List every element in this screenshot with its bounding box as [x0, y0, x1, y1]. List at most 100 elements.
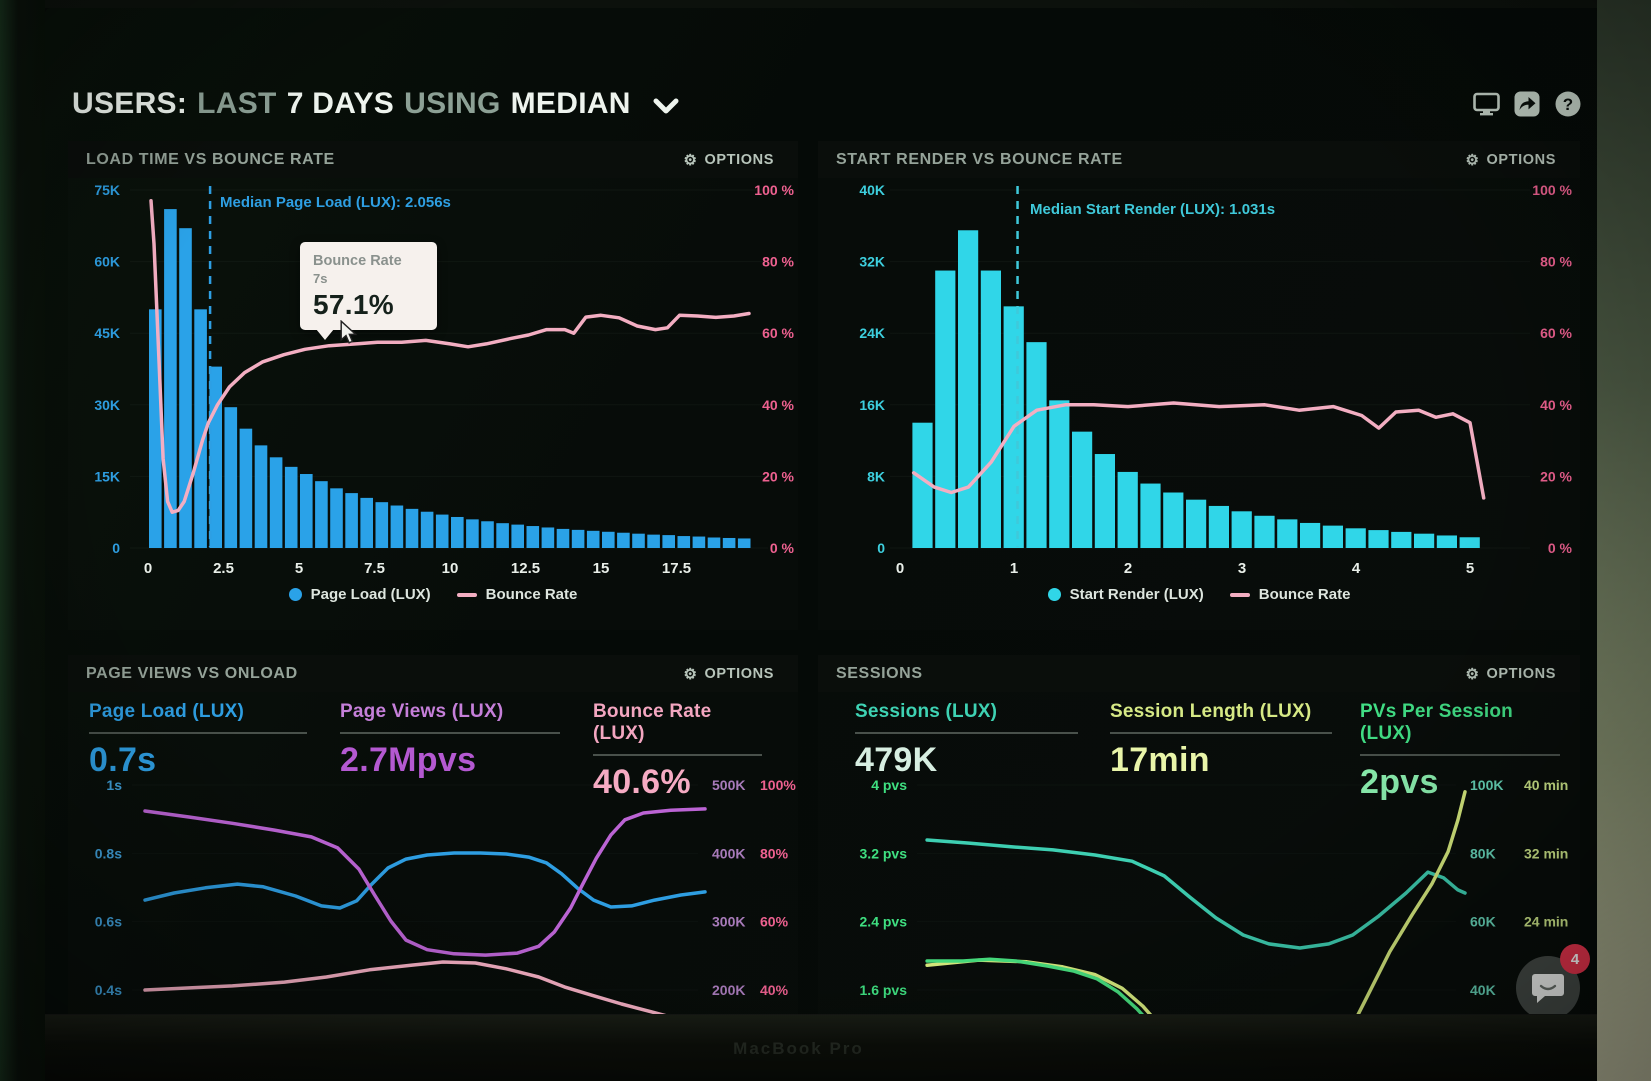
- histogram-bar: [451, 516, 464, 548]
- metric-value: 17min: [1110, 741, 1210, 779]
- dashboard-header: USERS: LAST 7 DAYS USING MEDIAN ?: [72, 80, 1582, 128]
- histogram-bar: [722, 537, 736, 548]
- histogram-bar: [980, 270, 1001, 548]
- y-axis-left-tick: 8K: [867, 468, 885, 484]
- histogram-bar: [707, 537, 721, 548]
- y-axis-left-tick: 32K: [859, 254, 885, 270]
- histogram-bar: [1277, 519, 1298, 548]
- tooltip-bin: 7s: [313, 271, 328, 286]
- legend-label: Bounce Rate: [485, 586, 578, 603]
- histogram-bar: [647, 534, 660, 548]
- load-time-chart[interactable]: 75K 100 % 60K 80 % 45K 60 % 30K 40 % 15K 20 % 0 0 %…: [68, 141, 798, 630]
- y-axis-right-tick: 40 %: [1540, 397, 1572, 413]
- histogram-bar: [586, 530, 600, 548]
- legend-item: Start Render (LUX): [1047, 586, 1204, 603]
- svg-text:?: ?: [1563, 95, 1573, 114]
- dashboard-screen: USERS: LAST 7 DAYS USING MEDIAN ?: [45, 8, 1597, 1014]
- metric-sessions: Sessions (LUX) 479K: [855, 701, 1078, 780]
- x-axis-tick: 15: [593, 560, 610, 577]
- histogram-bar: [496, 523, 509, 548]
- metric-label: Session Length (LUX): [1110, 701, 1312, 722]
- chat-widget-button[interactable]: 4: [1516, 944, 1590, 1014]
- histogram-bar: [254, 445, 268, 548]
- y-axis-right-tick: 0 %: [770, 540, 795, 556]
- metric-underline: [1110, 732, 1332, 734]
- panel-load-time-vs-bounce-rate: LOAD TIME VS BOUNCE RATE ⚙ OPTIONS 75K 10…: [68, 141, 798, 630]
- y-axis-right-tick: 100K: [1470, 777, 1503, 793]
- y-axis-right-tick-2: 24 min: [1524, 914, 1568, 930]
- y-axis-left-tick: 0: [877, 540, 885, 556]
- y-axis-left-tick: 75K: [94, 182, 120, 198]
- histogram-bar: [164, 209, 177, 548]
- histogram-bar: [345, 493, 358, 548]
- metric-value: 0.7s: [89, 741, 157, 779]
- y-axis-right-tick: 40K: [1470, 982, 1496, 998]
- y-axis-left-tick: 60K: [94, 254, 120, 270]
- display-icon[interactable]: [1472, 90, 1500, 118]
- options-label: OPTIONS: [1486, 665, 1556, 682]
- histogram-bar: [224, 407, 238, 548]
- histogram-bar: [632, 533, 645, 548]
- page-views-chart[interactable]: 1s 0.8s 0.6s 0.4s 500K 400K 300K 200K 100% 80% 60%…: [68, 655, 798, 1014]
- options-button[interactable]: ⚙ OPTIONS: [1459, 664, 1562, 684]
- metric-label: PVs Per Session (LUX): [1360, 701, 1513, 744]
- help-icon[interactable]: ?: [1554, 90, 1582, 118]
- share-icon[interactable]: [1513, 90, 1541, 118]
- y-axis-right-tick: 100 %: [1532, 182, 1572, 198]
- options-label: OPTIONS: [1486, 151, 1556, 168]
- legend-label: Bounce Rate: [1258, 586, 1351, 603]
- histogram-bar: [179, 228, 192, 548]
- x-axis-tick: 4: [1352, 560, 1361, 577]
- legend-label: Page Load (LUX): [310, 586, 431, 603]
- x-axis-tick: 3: [1238, 560, 1246, 577]
- histogram-bar: [1322, 525, 1343, 548]
- histogram-bar: [375, 502, 389, 548]
- y-axis-right-tick-2: 80%: [760, 845, 789, 861]
- y-axis-right-tick: 60 %: [762, 325, 794, 341]
- histogram-bar: [300, 474, 313, 548]
- options-button[interactable]: ⚙ OPTIONS: [1459, 150, 1562, 170]
- legend: Start Render (LUX) Bounce Rate: [818, 586, 1580, 603]
- photo-edge-left: [0, 0, 45, 1081]
- y-axis-right-tick: 200K: [712, 982, 745, 998]
- y-axis-left-tick: 40K: [859, 182, 885, 198]
- photo-edge-top: [0, 0, 1651, 8]
- options-button[interactable]: ⚙ OPTIONS: [677, 150, 780, 170]
- metric-page-views: Page Views (LUX) 2.7Mpvs: [340, 701, 560, 780]
- metric-page-load: Page Load (LUX) 0.7s: [89, 701, 307, 780]
- histogram-bar: [1254, 515, 1275, 548]
- legend: Page Load (LUX) Bounce Rate: [68, 586, 798, 603]
- panel-title-bar: START RENDER VS BOUNCE RATE ⚙ OPTIONS: [818, 141, 1580, 178]
- sessions-chart[interactable]: 4 pvs 3.2 pvs 2.4 pvs 1.6 pvs 100K 80K 60K 40K 4…: [818, 655, 1580, 1014]
- page-title[interactable]: USERS: LAST 7 DAYS USING MEDIAN: [72, 87, 679, 121]
- chevron-down-icon[interactable]: [653, 98, 679, 115]
- histogram-bar: [602, 531, 615, 548]
- histogram-bar: [1345, 528, 1366, 548]
- histogram-bar: [1163, 492, 1184, 548]
- legend-dot: [288, 588, 302, 601]
- histogram-bar: [541, 527, 555, 548]
- bounce-rate-line: [911, 401, 1486, 500]
- series-line: [143, 807, 707, 957]
- device-label: MacBook Pro: [733, 1038, 864, 1058]
- x-axis-tick: 10: [442, 560, 459, 577]
- histogram-bar: [330, 488, 343, 548]
- y-axis-left-tick: 4 pvs: [871, 777, 907, 793]
- start-render-chart[interactable]: 40K 100 % 32K 80 % 24K 60 % 16K 40 % 8K 20 % 0 0 % 0…: [818, 141, 1580, 630]
- histogram-bar: [269, 457, 283, 548]
- histogram-bar: [662, 535, 675, 548]
- x-axis-tick: 5: [1466, 560, 1474, 577]
- y-axis-left-tick: 24K: [859, 325, 885, 341]
- histogram-bar: [1186, 499, 1207, 548]
- histogram-bar: [466, 519, 479, 548]
- histogram-bar: [1026, 342, 1047, 548]
- y-axis-right-tick-2: 32 min: [1524, 845, 1568, 861]
- y-axis-left-tick: 2.4 pvs: [860, 914, 908, 930]
- y-axis-left-tick: 45K: [94, 325, 120, 341]
- x-axis-tick: 5: [295, 560, 303, 577]
- tooltip-pointer: [316, 329, 334, 340]
- histogram-bar: [526, 526, 540, 548]
- options-button[interactable]: ⚙ OPTIONS: [677, 664, 780, 684]
- chat-badge: 4: [1560, 944, 1590, 974]
- options-label: OPTIONS: [704, 151, 774, 168]
